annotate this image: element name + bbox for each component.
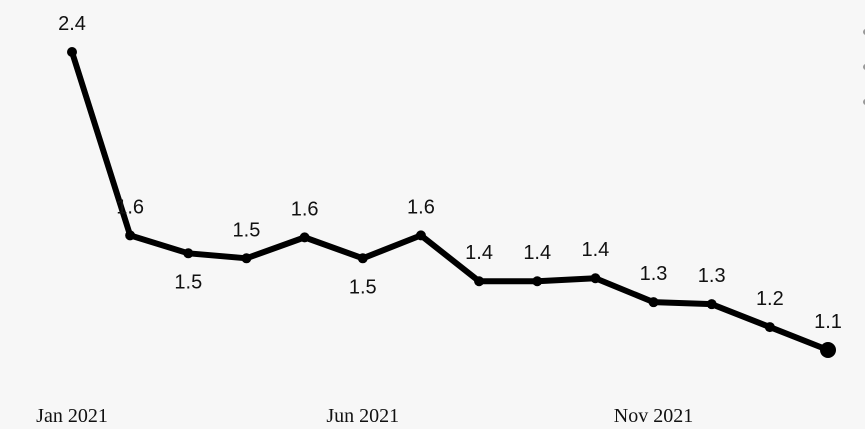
data-point [648,297,659,308]
data-point [820,342,836,358]
data-label: 1.5 [174,271,202,293]
x-tick-label: Jun 2021 [326,405,399,427]
data-point [183,248,194,259]
data-label: 1.5 [349,276,377,298]
data-label: 1.4 [523,242,551,264]
data-point [415,230,426,241]
x-tick-label: Nov 2021 [614,405,693,427]
data-point [357,253,368,264]
data-label: 1.2 [756,288,784,310]
data-label: 1.4 [465,242,493,264]
data-labels-layer: 2.4 1.6 1.5 1.5 1.6 1.5 1.6 1.4 1.4 1.4 1.3 1.3 1.2 1… [58,13,842,333]
data-label: 1.5 [233,219,261,241]
data-point [532,276,543,287]
data-point [590,273,601,284]
data-point [125,230,136,241]
data-label: 1.6 [291,198,319,220]
points-layer [67,47,836,358]
data-label: 1.6 [407,196,435,218]
x-tick-label: Jan 2021 [36,405,108,427]
data-label: 1.3 [698,265,726,287]
data-label: 1.4 [581,239,609,261]
x-axis-ticks: Jan 2021 Jun 2021 Nov 2021 [36,405,693,427]
data-label: 1.3 [640,263,668,285]
data-label: 1.1 [814,311,842,333]
data-point [241,253,252,264]
series-layer [69,49,831,353]
data-point [299,232,310,243]
data-point [706,299,717,310]
data-point [67,47,77,57]
data-point [474,276,485,287]
series-line [69,49,831,353]
data-label: 1.6 [116,196,144,218]
data-point [764,322,775,333]
data-label: 2.4 [58,13,86,35]
